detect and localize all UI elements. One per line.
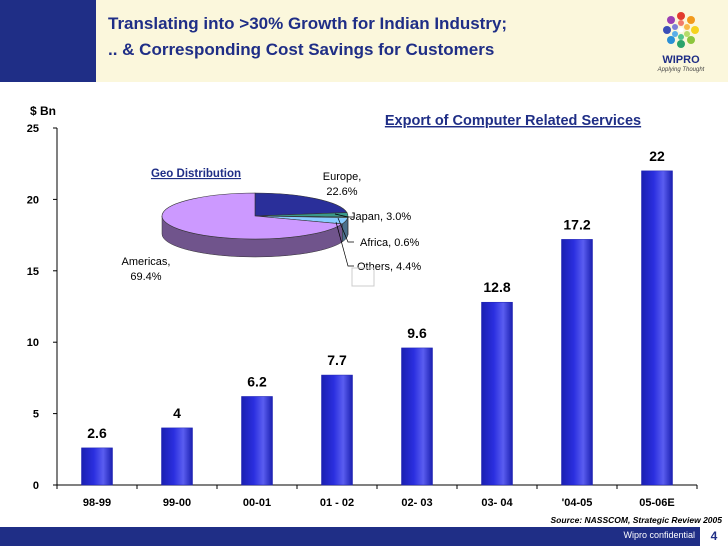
x-tick-label: 03- 04	[481, 497, 513, 509]
y-tick-label: 10	[27, 337, 39, 349]
pie-leader-line	[335, 221, 354, 267]
x-tick-label: 05-06E	[639, 497, 674, 509]
bar	[321, 374, 353, 486]
bar-value-label: 17.2	[563, 216, 590, 232]
source-note: Source: NASSCOM, Strategic Review 2005	[550, 515, 722, 525]
x-tick-label: 99-00	[163, 497, 191, 509]
x-tick-label: 98-99	[83, 497, 111, 509]
slide-title-line-1: Translating into >30% Growth for Indian …	[108, 14, 508, 33]
bar	[241, 396, 273, 486]
x-tick-label: 00-01	[243, 497, 271, 509]
x-tick-label: '04-05	[562, 497, 593, 509]
pie-slice-label: Americas, 69.4%	[122, 256, 171, 283]
pie-slice-americas	[161, 192, 344, 240]
bar	[401, 347, 433, 486]
bar-value-label: 2.6	[87, 425, 107, 441]
pie-title: Geo Distribution	[151, 168, 241, 180]
y-tick-label: 5	[33, 409, 39, 421]
pie-slice-europe	[254, 192, 348, 217]
footer-confidential-label: Wipro confidential	[623, 530, 695, 540]
x-tick-label: 02- 03	[401, 497, 432, 509]
footer-bar	[0, 527, 728, 546]
bar-value-label: 6.2	[247, 373, 267, 389]
y-tick-label: 25	[27, 123, 39, 135]
wipro-flower-icon	[663, 12, 699, 48]
bar-value-label: 12.8	[483, 279, 510, 295]
y-tick-label: 0	[33, 480, 39, 492]
bar	[481, 301, 513, 486]
bar-value-label: 9.6	[407, 325, 427, 341]
geo-distribution-pie: Geo Distribution Europe, 22.6% Japan, 3.0%…	[122, 168, 421, 287]
slide-header	[0, 0, 728, 82]
slide-title-line-2: .. & Corresponding Cost Savings for Cust…	[108, 40, 495, 59]
pie-leader-line	[334, 213, 354, 218]
chart-title: Export of Computer Related Services	[385, 113, 641, 129]
bar-value-label: 4	[173, 405, 181, 421]
pie-slice-label: Others, 4.4%	[357, 261, 421, 273]
logo-tagline: Applying Thought	[657, 67, 705, 73]
bar	[641, 170, 673, 486]
pie-slice-label: Africa, 0.6%	[360, 237, 420, 249]
logo-wordmark: WIPRO	[662, 54, 700, 66]
pie-slice-label: Europe, 22.6%	[323, 171, 362, 198]
pie-label-box	[351, 267, 375, 287]
bar	[561, 239, 593, 486]
wipro-logo: WIPRO Applying Thought	[646, 6, 716, 78]
header-accent-bar	[0, 0, 96, 82]
bar-value-label: 22	[649, 148, 665, 164]
page-number: 4	[700, 527, 728, 546]
y-tick-label: 20	[27, 194, 39, 206]
pie-slice-label: Japan, 3.0%	[350, 211, 411, 223]
y-tick-label: 15	[27, 266, 39, 278]
y-axis-label: $ Bn	[30, 104, 56, 118]
bar	[81, 447, 113, 486]
bar-value-label: 7.7	[327, 352, 347, 368]
x-tick-label: 01 - 02	[320, 497, 354, 509]
bar	[161, 427, 193, 486]
pie-leader-line	[337, 217, 354, 243]
